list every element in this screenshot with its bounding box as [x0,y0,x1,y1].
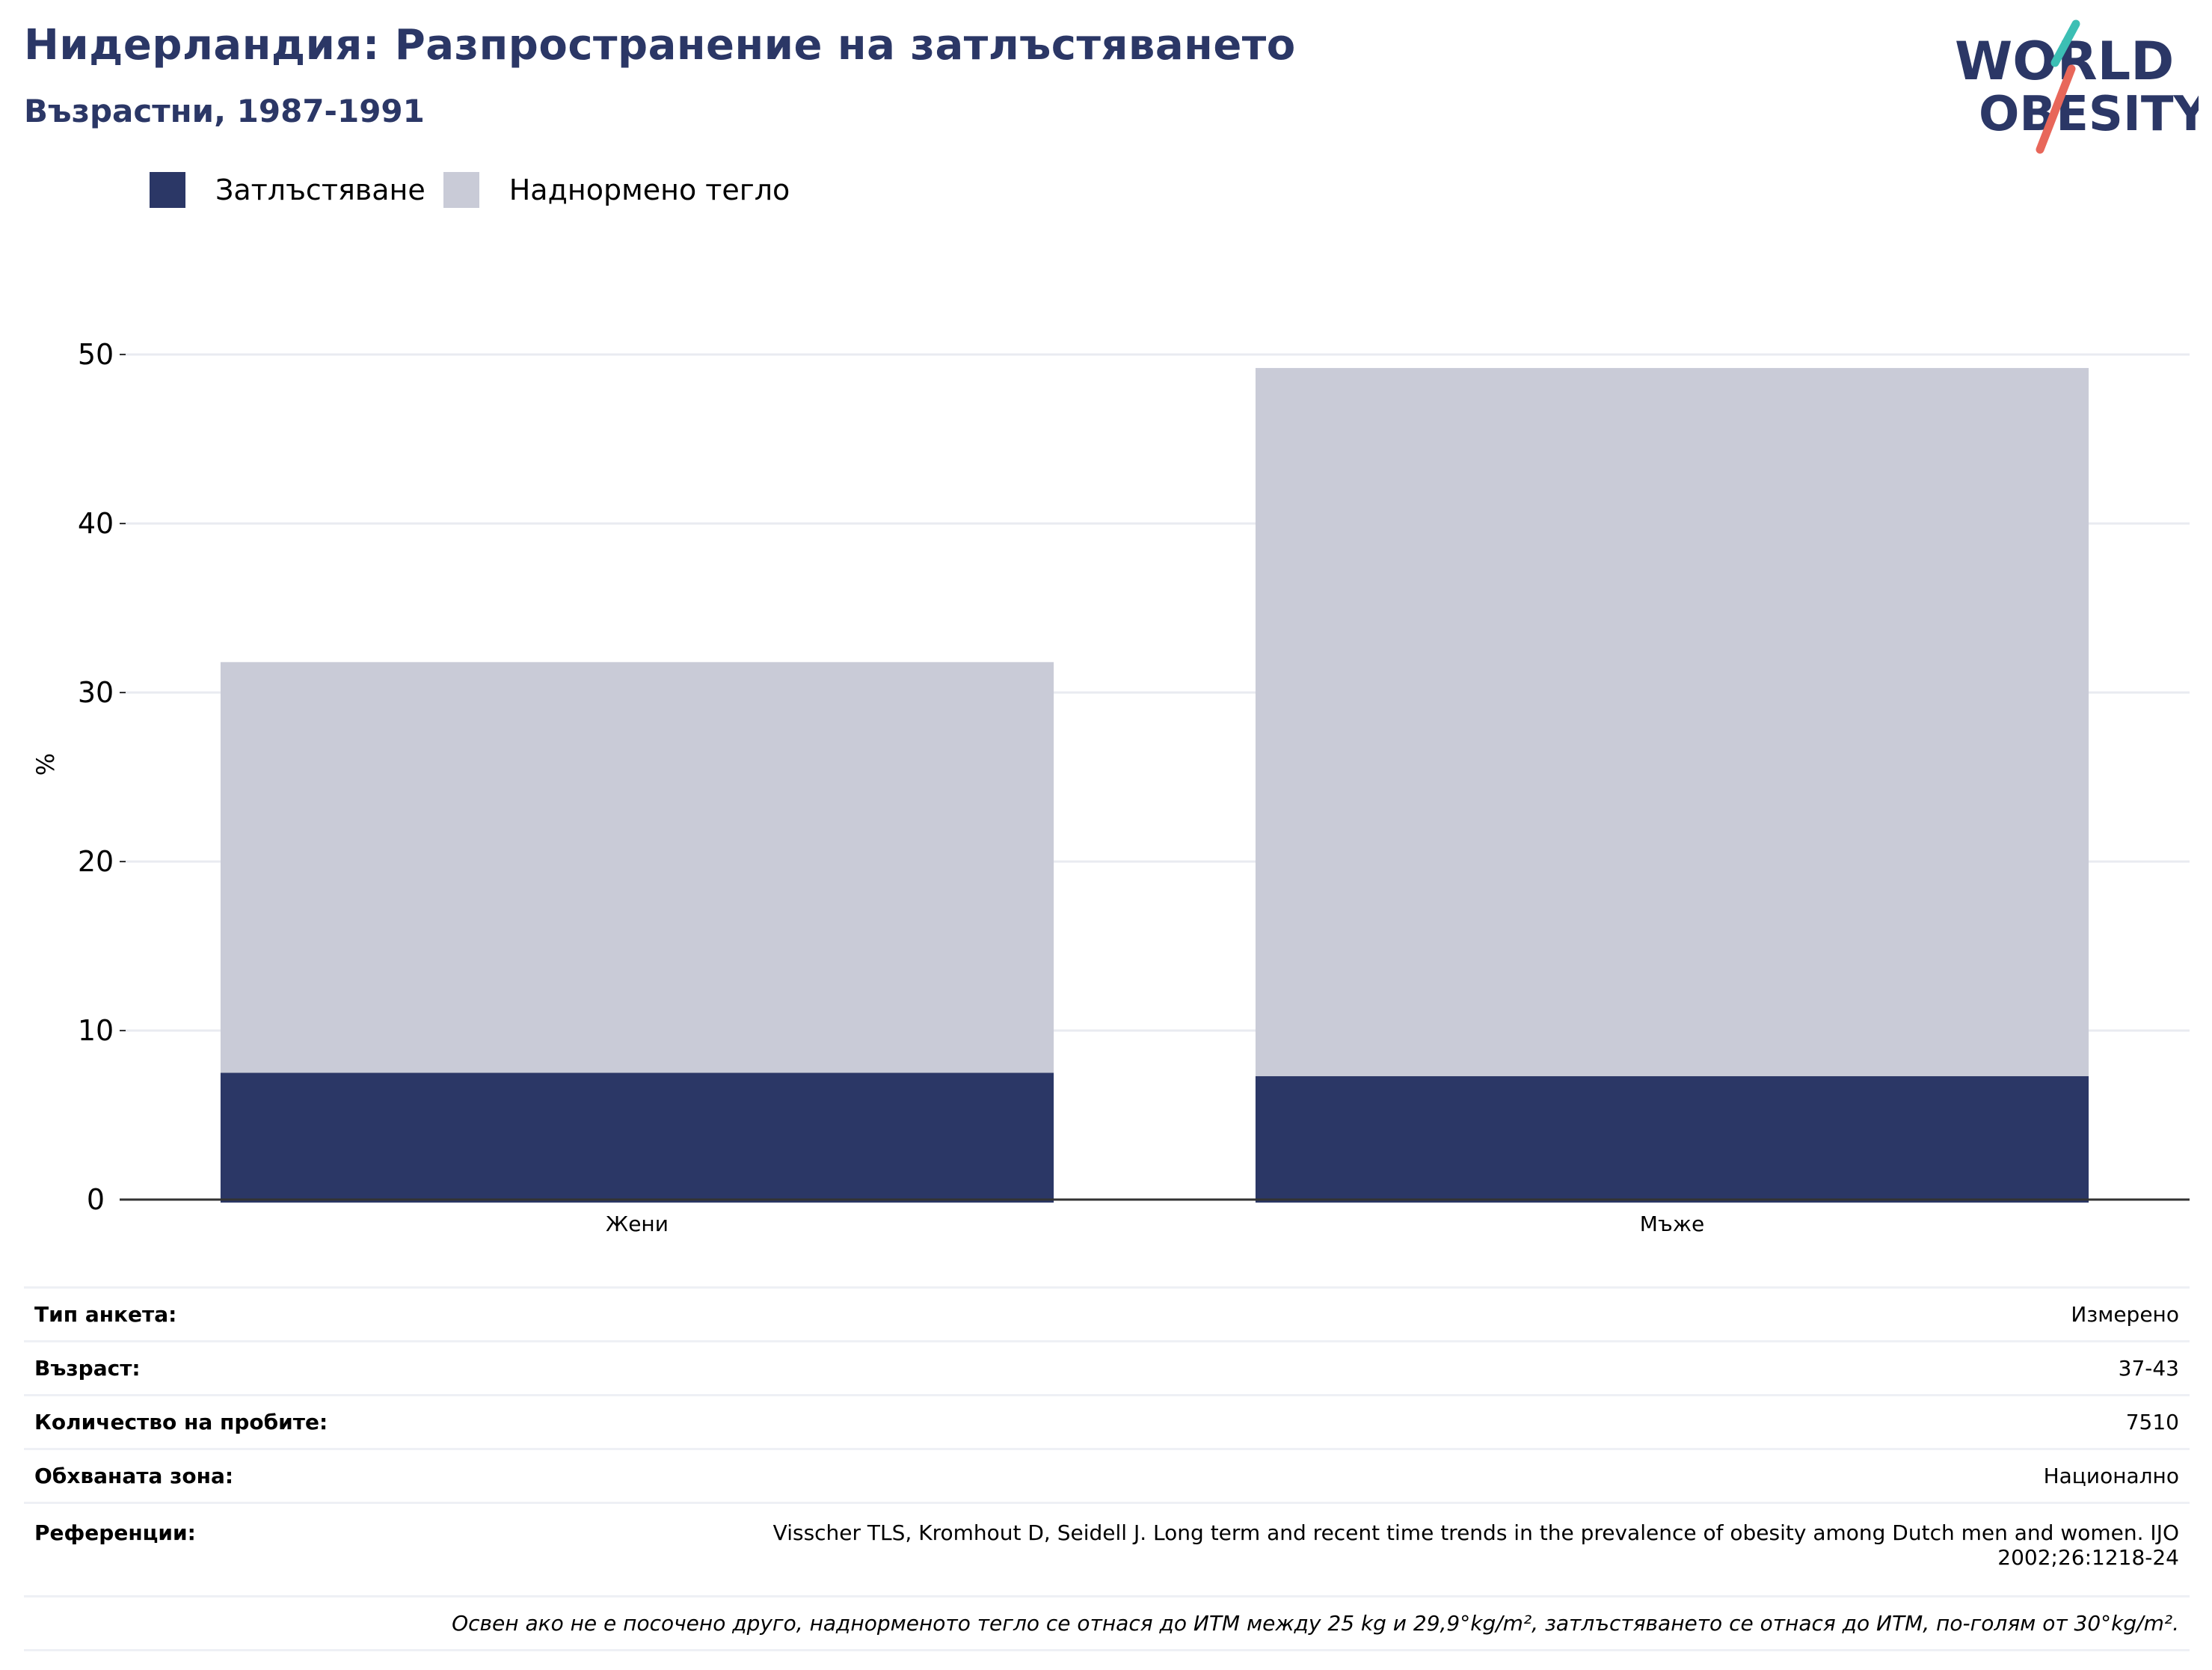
x-tick-label: Мъже [1640,1212,1704,1236]
y-tick-label: 10 [78,1014,114,1047]
bmi-footnote: Освен ако не е посочено друго, наднормен… [24,1595,2190,1651]
info-row-sample-size: Количество на пробите: 7510 [24,1394,2190,1449]
bar-overweight-1[interactable] [1255,368,2089,1077]
reference-line-2: 2002;26:1218-24 [1997,1545,2179,1570]
logo-slash-bottom [2036,64,2076,154]
legend-label-obesity: Затлъстяване [215,174,425,206]
page-subtitle: Възрастни, 1987-1991 [24,93,425,129]
info-row-area: Обхваната зона: Национално [24,1448,2190,1503]
info-value: Измерено [568,1286,2190,1342]
chart-legend: Затлъстяване Наднормено тегло [150,172,808,208]
info-row-note: Освен ако не е посочено друго, наднормен… [24,1595,2190,1651]
y-tick-label: 40 [78,507,114,540]
info-label: Обхваната зона: [24,1448,568,1503]
logo-text-obesity: OBESITY [1979,87,2199,142]
bar-obesity-0[interactable] [220,1072,1054,1203]
page-title: Нидерландия: Разпространение на затлъстя… [24,21,1296,70]
info-label: Количество на пробите: [24,1394,568,1449]
legend-swatch-overweight [443,172,479,208]
info-label: Референции: [24,1502,568,1597]
legend-item-overweight[interactable]: Наднормено тегло [443,172,790,208]
y-tick-label: 50 [78,338,114,371]
y-tick-label: 20 [78,845,114,878]
logo-slash-top [2050,19,2080,67]
info-row-references: Референции: Visscher TLS, Kromhout D, Se… [24,1502,2190,1597]
info-value: Национално [568,1448,2190,1503]
bars [220,368,2089,1203]
bar-obesity-1[interactable] [1255,1076,2089,1203]
y-axis-label: % [31,753,60,776]
stacked-bar-chart: 0 10 20 30 40 50 Жени Мъже % [31,338,2190,1236]
x-tick-label: Жени [606,1212,669,1236]
info-label: Възраст: [24,1340,568,1396]
legend-label-overweight: Наднормено тегло [509,174,790,206]
info-value: 7510 [568,1394,2190,1449]
legend-item-obesity[interactable]: Затлъстяване [150,172,425,208]
info-value: Visscher TLS, Kromhout D, Seidell J. Lon… [568,1502,2190,1597]
axes: 0 10 20 30 40 50 Жени Мъже [78,338,2190,1236]
bar-overweight-0[interactable] [220,662,1054,1073]
y-tick-label: 30 [78,676,114,709]
world-obesity-logo: WORLD OBESITY [1955,19,2199,154]
survey-info-table: Тип анкета: Измерено Възраст: 37-43 Коли… [24,1286,2190,1651]
info-value: 37-43 [568,1340,2190,1396]
legend-swatch-obesity [150,172,185,208]
info-row-survey-type: Тип анкета: Измерено [24,1286,2190,1342]
info-row-age: Възраст: 37-43 [24,1340,2190,1396]
y-tick-label: 0 [87,1183,105,1216]
info-label: Тип анкета: [24,1286,568,1342]
reference-line-1: Visscher TLS, Kromhout D, Seidell J. Lon… [772,1520,2179,1545]
